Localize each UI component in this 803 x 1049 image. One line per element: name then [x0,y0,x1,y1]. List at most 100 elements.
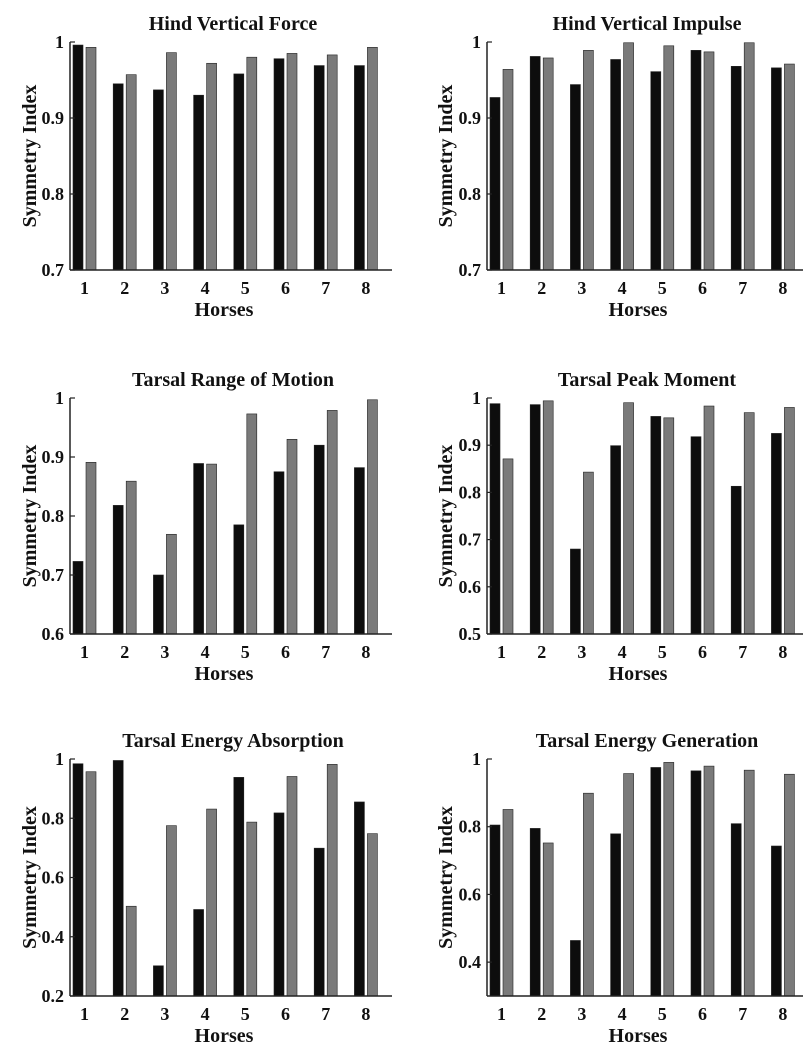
bar-gray-horse-5 [663,45,675,271]
bar-dark-horse-1 [72,44,84,271]
bar-gray-horse-5 [246,821,258,997]
y-tick-label: 0.9 [42,447,65,467]
bar-gray-horse-8 [784,773,795,997]
bar-gray-horse-2 [542,400,554,635]
x-tick-label: 8 [778,1004,787,1024]
bar-dark-horse-1 [72,561,84,635]
x-axis-label: Horses [609,1025,668,1047]
y-tick-label: 0.8 [459,482,482,502]
bar-dark-horse-7 [313,847,325,997]
y-tick-label: 0.2 [42,986,65,1006]
x-tick-label: 1 [80,642,89,662]
x-tick-label: 6 [698,642,707,662]
bar-gray-horse-1 [85,771,97,997]
chart-panel-3: Tarsal Range of Motion 0.6 0.7 0.8 0.9 1 1 2 3 4 5… [19,369,392,685]
y-tick-label: 0.6 [459,884,482,904]
bar-gray-horse-1 [85,47,97,271]
y-tick-label: 0.7 [42,260,65,280]
bar-dark-horse-6 [273,471,285,635]
chart-title: Tarsal Range of Motion [132,369,334,391]
y-tick-label: 0.8 [459,817,482,837]
chart-panel-4: Tarsal Peak Moment 0.5 0.6 0.7 0.8 0.9 1 1 2 3 4 5 6… [435,369,803,685]
bar-gray-horse-6 [286,53,298,271]
y-tick-label: 1 [472,749,481,769]
x-tick-label: 6 [698,278,707,298]
x-tick-label: 1 [497,1004,506,1024]
x-tick-label: 8 [778,278,787,298]
x-tick-label: 8 [361,278,370,298]
bar-gray-horse-1 [502,809,514,997]
x-tick-label: 6 [281,278,290,298]
y-axis-label: Symmetry Index [19,445,41,588]
bar-gray-horse-2 [125,480,137,635]
bar-gray-horse-2 [542,842,554,997]
bar-dark-horse-5 [650,767,662,997]
x-tick-label: 8 [361,1004,370,1024]
x-tick-label: 5 [241,278,250,298]
x-tick-label: 2 [120,278,129,298]
bar-gray-horse-7 [743,42,755,271]
bar-dark-horse-3 [153,574,164,635]
bar-dark-horse-8 [771,845,782,997]
x-axis-label: Horses [609,299,668,321]
bar-gray-horse-5 [663,762,675,997]
y-tick-label: 0.9 [459,435,482,455]
bar-gray-horse-3 [583,471,594,635]
x-tick-label: 4 [618,1004,627,1024]
y-tick-label: 0.6 [42,624,65,644]
x-tick-label: 1 [497,278,506,298]
y-tick-label: 0.4 [42,927,65,947]
x-tick-label: 5 [241,642,250,662]
bar-gray-horse-3 [166,533,177,635]
bar-dark-horse-3 [153,89,164,271]
x-tick-label: 3 [160,642,169,662]
y-tick-label: 0.7 [459,260,482,280]
y-axis-label: Symmetry Index [19,806,41,949]
x-tick-label: 5 [658,1004,667,1024]
x-tick-label: 1 [80,278,89,298]
bar-dark-horse-3 [570,84,581,271]
x-tick-label: 4 [201,1004,210,1024]
y-tick-label: 0.5 [459,624,482,644]
x-tick-label: 7 [321,1004,330,1024]
x-tick-label: 3 [577,642,586,662]
x-tick-label: 7 [738,642,747,662]
bar-dark-horse-8 [354,801,365,997]
bar-dark-horse-3 [153,965,164,997]
bar-dark-horse-1 [489,824,501,997]
x-tick-label: 5 [241,1004,250,1024]
bar-gray-horse-2 [125,74,137,271]
bar-dark-horse-3 [570,940,581,997]
x-tick-label: 1 [497,642,506,662]
bar-gray-horse-1 [85,462,97,635]
y-axis-label: Symmetry Index [435,445,457,588]
x-tick-label: 2 [120,642,129,662]
bar-dark-horse-6 [273,58,285,271]
bar-dark-horse-3 [570,548,581,635]
y-tick-label: 1 [55,749,64,769]
x-tick-label: 4 [618,278,627,298]
bar-gray-horse-2 [125,905,137,997]
bar-dark-horse-5 [233,524,245,635]
bar-dark-horse-4 [193,909,204,997]
bar-gray-horse-1 [502,69,514,271]
bar-gray-horse-6 [703,405,715,635]
bar-dark-horse-4 [193,463,204,635]
bar-dark-horse-8 [354,467,365,635]
chart-panel-1: Hind Vertical Force 0.7 0.8 0.9 1 1 2 3 4 5 6 7 8 Hor… [19,13,392,321]
y-tick-label: 0.7 [459,530,482,550]
bar-gray-horse-6 [286,438,298,635]
x-tick-label: 7 [321,278,330,298]
bar-dark-horse-6 [690,50,702,271]
bar-gray-horse-4 [206,808,217,997]
x-tick-label: 5 [658,278,667,298]
x-axis-label: Horses [195,299,254,321]
bar-dark-horse-7 [313,444,325,635]
bar-gray-horse-6 [703,765,715,997]
bar-gray-horse-7 [743,769,755,997]
bar-dark-horse-8 [354,65,365,271]
y-tick-label: 0.6 [459,577,482,597]
bar-gray-horse-8 [367,47,378,271]
x-tick-label: 3 [160,1004,169,1024]
bar-dark-horse-8 [771,67,782,271]
